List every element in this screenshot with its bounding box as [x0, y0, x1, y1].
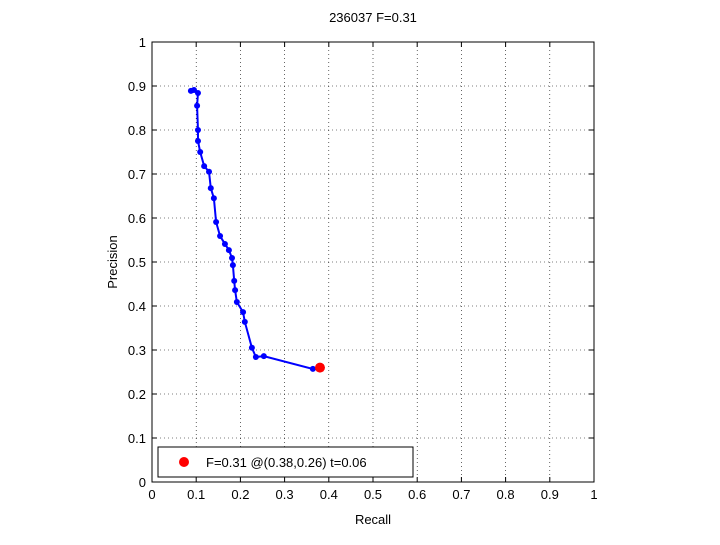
- x-tick-label: 0.8: [497, 487, 515, 502]
- pr-point: [206, 168, 213, 175]
- y-tick-label: 0: [139, 475, 146, 490]
- y-tick-label: 0.2: [128, 387, 146, 402]
- pr-point: [194, 102, 201, 109]
- x-tick-label: 0.9: [541, 487, 559, 502]
- pr-point: [201, 163, 208, 170]
- x-tick-label: 0.1: [187, 487, 205, 502]
- pr-point: [240, 309, 247, 316]
- y-tick-label: 0.7: [128, 167, 146, 182]
- x-tick-label: 0.7: [452, 487, 470, 502]
- pr-point: [225, 247, 232, 254]
- pr-point: [229, 255, 236, 262]
- pr-point: [260, 353, 267, 360]
- pr-point: [248, 344, 255, 351]
- pr-point: [194, 138, 201, 144]
- pr-point: [194, 127, 201, 133]
- y-tick-label: 0.3: [128, 343, 146, 358]
- y-tick-label: 0.1: [128, 431, 146, 446]
- pr-point: [197, 149, 204, 155]
- pr-point: [231, 277, 238, 284]
- plot-frame: [151, 41, 595, 483]
- x-tick-label: 0.4: [320, 487, 338, 502]
- pr-point: [207, 185, 214, 192]
- pr-point: [232, 287, 239, 294]
- y-tick-label: 1: [139, 35, 146, 50]
- legend-label: F=0.31 @(0.38,0.26) t=0.06: [206, 455, 367, 470]
- legend-marker: [179, 457, 189, 467]
- pr-point: [194, 90, 201, 97]
- y-tick-label: 0.5: [128, 255, 146, 270]
- x-tick-label: 1: [590, 487, 597, 502]
- x-tick-label: 0.3: [276, 487, 294, 502]
- y-tick-label: 0.6: [128, 211, 146, 226]
- pr-point: [309, 365, 316, 372]
- chart-title: 236037 F=0.31: [329, 10, 417, 25]
- pr-point: [213, 218, 220, 225]
- legend-box: [157, 446, 414, 478]
- x-tick-label: 0.2: [231, 487, 249, 502]
- pr-point: [221, 240, 228, 247]
- pr-point: [241, 318, 248, 325]
- x-axis-label: Recall: [355, 512, 391, 527]
- x-tick-label: 0.5: [364, 487, 382, 502]
- pr-point: [229, 262, 236, 269]
- pr-point: [252, 354, 259, 361]
- pr-point: [233, 299, 240, 306]
- y-axis-label: Precision: [105, 235, 120, 288]
- x-tick-label: 0: [148, 487, 155, 502]
- y-tick-label: 0.9: [128, 79, 146, 94]
- pr-point: [210, 195, 217, 202]
- y-tick-label: 0.8: [128, 123, 146, 138]
- y-tick-label: 0.4: [128, 299, 146, 314]
- x-tick-label: 0.6: [408, 487, 426, 502]
- pr-point: [217, 233, 224, 240]
- best-point: [314, 362, 325, 373]
